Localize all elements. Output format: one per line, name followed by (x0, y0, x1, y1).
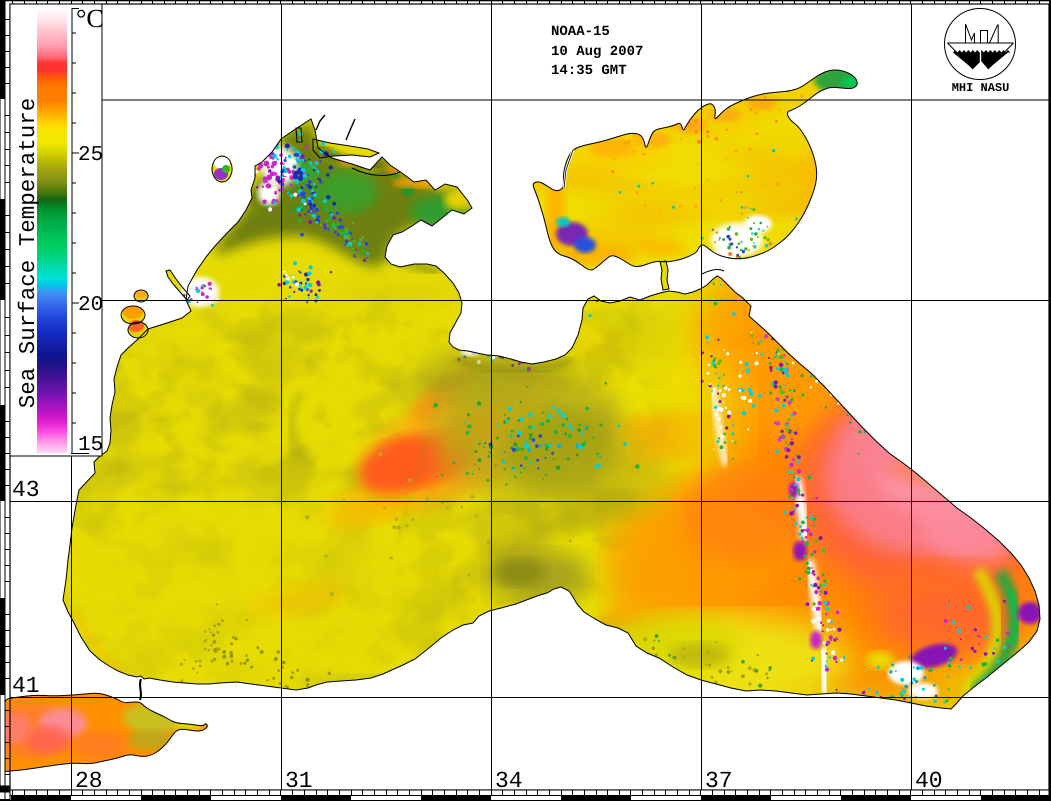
svg-text:15: 15 (78, 434, 103, 457)
svg-text:14:35 GMT: 14:35 GMT (551, 63, 627, 79)
svg-text:28: 28 (75, 768, 103, 794)
svg-text:43: 43 (12, 477, 40, 503)
svg-text:37: 37 (705, 768, 733, 794)
svg-text:34: 34 (495, 768, 523, 794)
svg-text:20: 20 (78, 294, 103, 317)
svg-text:10 Aug 2007: 10 Aug 2007 (551, 44, 643, 60)
svg-text:Sea Surface Temperature: Sea Surface Temperature (15, 98, 41, 409)
svg-text:40: 40 (915, 768, 943, 794)
svg-text:31: 31 (285, 768, 313, 794)
svg-text:NOAA-15: NOAA-15 (551, 24, 610, 40)
svg-text:41: 41 (12, 673, 40, 699)
svg-text:25: 25 (78, 144, 103, 167)
svg-text:MHI NASU: MHI NASU (952, 81, 1010, 95)
svg-text:°C: °C (76, 4, 104, 33)
